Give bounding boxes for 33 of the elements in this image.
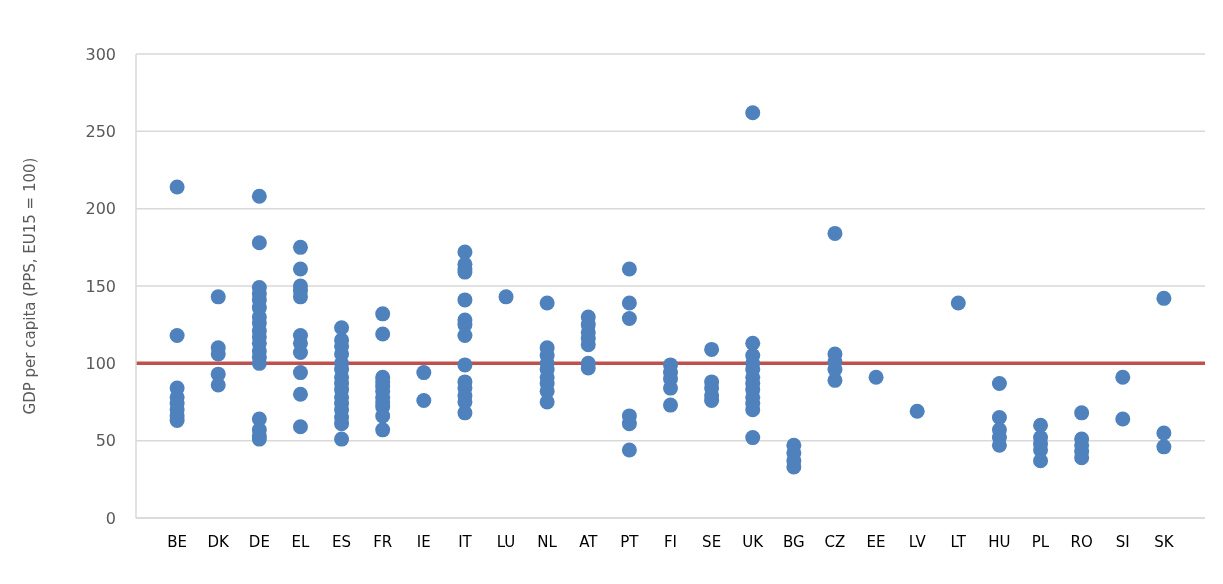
x-tick-label: DK bbox=[207, 532, 231, 551]
x-tick-label: IE bbox=[416, 532, 431, 551]
x-tick-label: ES bbox=[332, 532, 352, 551]
x-tick-label: SE bbox=[702, 532, 722, 551]
x-tick-label: IT bbox=[458, 532, 473, 551]
x-tick-label: BG bbox=[783, 532, 805, 551]
y-axis-title: GDP per capita (PPS, EU15 = 100) bbox=[21, 157, 40, 415]
y-tick-label: 0 bbox=[105, 508, 116, 528]
x-tick-label: DE bbox=[248, 532, 270, 551]
x-tick-label: AT bbox=[579, 532, 599, 551]
y-tick-label: 250 bbox=[85, 122, 116, 142]
x-tick-label: EL bbox=[291, 532, 311, 551]
y-tick-label: 150 bbox=[85, 276, 116, 296]
x-tick-label: NL bbox=[537, 532, 558, 551]
x-tick-label: FR bbox=[373, 532, 393, 551]
y-tick-label: 100 bbox=[85, 354, 116, 374]
x-tick-label: LV bbox=[908, 532, 927, 551]
x-tick-label: HU bbox=[988, 532, 1011, 551]
x-tick-label: UK bbox=[742, 532, 765, 551]
x-tick-label: SI bbox=[1115, 532, 1130, 551]
x-tick-label: SK bbox=[1154, 532, 1175, 551]
x-tick-label: PL bbox=[1031, 532, 1050, 551]
x-tick-label: BE bbox=[167, 532, 188, 551]
x-tick-label: PT bbox=[620, 532, 640, 551]
x-tick-label: CZ bbox=[824, 532, 846, 551]
y-tick-label: 200 bbox=[85, 199, 116, 219]
x-tick-label: EE bbox=[866, 532, 886, 551]
x-tick-label: FI bbox=[663, 532, 678, 551]
x-tick-label: LU bbox=[496, 532, 516, 551]
x-tick-label: LT bbox=[950, 532, 967, 551]
y-tick-label: 50 bbox=[95, 431, 116, 451]
y-tick-label: 300 bbox=[85, 44, 116, 64]
x-tick-label: RO bbox=[1070, 532, 1093, 551]
